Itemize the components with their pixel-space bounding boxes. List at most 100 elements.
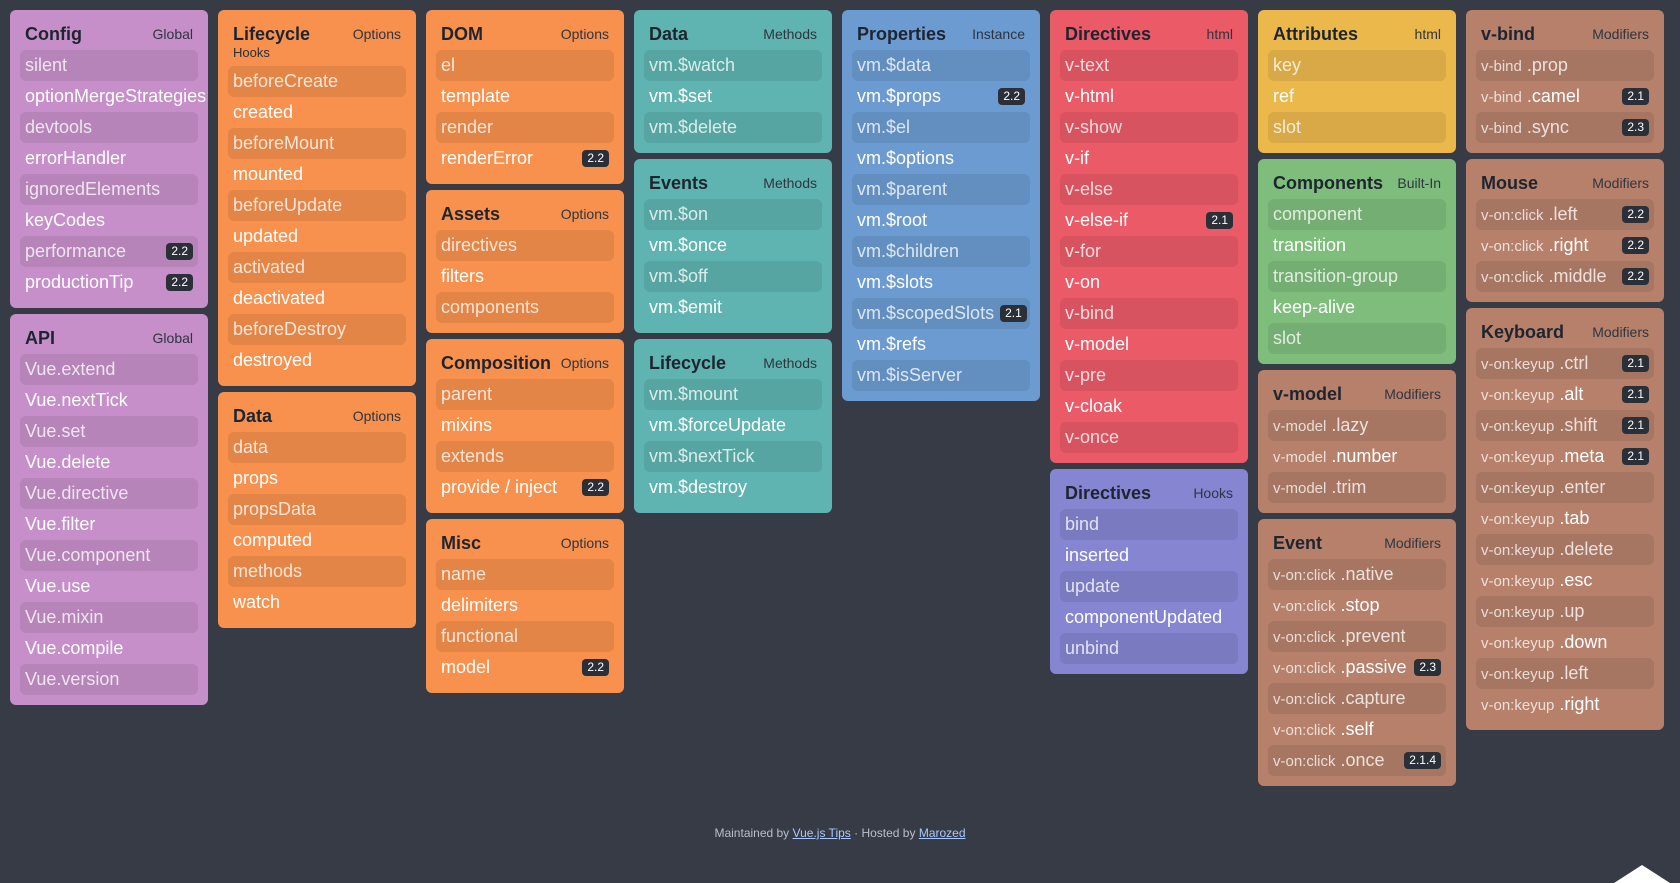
item-v-on-keyup-delete[interactable]: v-on:keyup .delete [1476, 534, 1654, 565]
item-v-on-keyup-down[interactable]: v-on:keyup .down [1476, 627, 1654, 658]
item-v-bind-camel[interactable]: v-bind .camel 2.1 [1476, 81, 1654, 112]
item-beforecreate[interactable]: beforeCreate [228, 66, 406, 97]
item-rendererror[interactable]: renderError 2.2 [436, 143, 614, 174]
item-computed[interactable]: computed [228, 525, 406, 556]
item-vm-emit[interactable]: vm.$emit [644, 292, 822, 323]
item-v-once[interactable]: v-once [1060, 422, 1238, 453]
item-mounted[interactable]: mounted [228, 159, 406, 190]
item-parent[interactable]: parent [436, 379, 614, 410]
item-slot[interactable]: slot [1268, 323, 1446, 354]
item-v-html[interactable]: v-html [1060, 81, 1238, 112]
item-beforedestroy[interactable]: beforeDestroy [228, 314, 406, 345]
item-v-on-keyup-esc[interactable]: v-on:keyup .esc [1476, 565, 1654, 596]
item-keycodes[interactable]: keyCodes [20, 205, 198, 236]
item-v-text[interactable]: v-text [1060, 50, 1238, 81]
item-v-on-keyup-right[interactable]: v-on:keyup .right [1476, 689, 1654, 720]
item-v-cloak[interactable]: v-cloak [1060, 391, 1238, 422]
item-vm-slots[interactable]: vm.$slots [852, 267, 1030, 298]
item-vue-version[interactable]: Vue.version [20, 664, 198, 695]
corner-ribbon-icon[interactable] [1614, 865, 1670, 883]
item-vm-el[interactable]: vm.$el [852, 112, 1030, 143]
item-model[interactable]: model 2.2 [436, 652, 614, 683]
item-propsdata[interactable]: propsData [228, 494, 406, 525]
item-vm-destroy[interactable]: vm.$destroy [644, 472, 822, 503]
item-slot[interactable]: slot [1268, 112, 1446, 143]
item-vue-delete[interactable]: Vue.delete [20, 447, 198, 478]
item-vm-on[interactable]: vm.$on [644, 199, 822, 230]
item-errorhandler[interactable]: errorHandler [20, 143, 198, 174]
item-data[interactable]: data [228, 432, 406, 463]
item-v-model-lazy[interactable]: v-model .lazy [1268, 410, 1446, 441]
item-vm-options[interactable]: vm.$options [852, 143, 1030, 174]
item-v-on-click-stop[interactable]: v-on:click .stop [1268, 590, 1446, 621]
item-v-bind-sync[interactable]: v-bind .sync 2.3 [1476, 112, 1654, 143]
item-v-on-click-self[interactable]: v-on:click .self [1268, 714, 1446, 745]
item-vm-children[interactable]: vm.$children [852, 236, 1030, 267]
item-v-on-click-native[interactable]: v-on:click .native [1268, 559, 1446, 590]
item-vm-props[interactable]: vm.$props 2.2 [852, 81, 1030, 112]
item-v-on-click-capture[interactable]: v-on:click .capture [1268, 683, 1446, 714]
item-v-else[interactable]: v-else [1060, 174, 1238, 205]
item-provide-inject[interactable]: provide / inject 2.2 [436, 472, 614, 503]
item-v-on-keyup-left[interactable]: v-on:keyup .left [1476, 658, 1654, 689]
item-vue-compile[interactable]: Vue.compile [20, 633, 198, 664]
item-ignoredelements[interactable]: ignoredElements [20, 174, 198, 205]
item-delimiters[interactable]: delimiters [436, 590, 614, 621]
item-v-on-keyup-shift[interactable]: v-on:keyup .shift 2.1 [1476, 410, 1654, 441]
item-filters[interactable]: filters [436, 261, 614, 292]
item-v-on-keyup-ctrl[interactable]: v-on:keyup .ctrl 2.1 [1476, 348, 1654, 379]
item-vm-set[interactable]: vm.$set [644, 81, 822, 112]
item-updated[interactable]: updated [228, 221, 406, 252]
item-v-bind-prop[interactable]: v-bind .prop [1476, 50, 1654, 81]
item-vm-watch[interactable]: vm.$watch [644, 50, 822, 81]
item-component[interactable]: component [1268, 199, 1446, 230]
item-v-on-keyup-alt[interactable]: v-on:keyup .alt 2.1 [1476, 379, 1654, 410]
item-directives[interactable]: directives [436, 230, 614, 261]
item-vm-once[interactable]: vm.$once [644, 230, 822, 261]
item-extends[interactable]: extends [436, 441, 614, 472]
item-v-on-click-passive[interactable]: v-on:click .passive 2.3 [1268, 652, 1446, 683]
item-vm-delete[interactable]: vm.$delete [644, 112, 822, 143]
item-watch[interactable]: watch [228, 587, 406, 618]
item-productiontip[interactable]: productionTip 2.2 [20, 267, 198, 298]
item-key[interactable]: key [1268, 50, 1446, 81]
item-v-else-if[interactable]: v-else-if 2.1 [1060, 205, 1238, 236]
item-vm-nexttick[interactable]: vm.$nextTick [644, 441, 822, 472]
item-vue-mixin[interactable]: Vue.mixin [20, 602, 198, 633]
item-ref[interactable]: ref [1268, 81, 1446, 112]
item-devtools[interactable]: devtools [20, 112, 198, 143]
item-render[interactable]: render [436, 112, 614, 143]
item-update[interactable]: update [1060, 571, 1238, 602]
item-vue-directive[interactable]: Vue.directive [20, 478, 198, 509]
footer-host-link[interactable]: Marozed [918, 826, 966, 840]
footer-maintainer-link[interactable]: Vue.js Tips [792, 826, 851, 840]
item-v-pre[interactable]: v-pre [1060, 360, 1238, 391]
item-vm-forceupdate[interactable]: vm.$forceUpdate [644, 410, 822, 441]
item-methods[interactable]: methods [228, 556, 406, 587]
item-deactivated[interactable]: deactivated [228, 283, 406, 314]
item-vm-isserver[interactable]: vm.$isServer [852, 360, 1030, 391]
item-vm-off[interactable]: vm.$off [644, 261, 822, 292]
item-v-on[interactable]: v-on [1060, 267, 1238, 298]
item-created[interactable]: created [228, 97, 406, 128]
item-vue-nexttick[interactable]: Vue.nextTick [20, 385, 198, 416]
item-v-for[interactable]: v-for [1060, 236, 1238, 267]
item-vm-parent[interactable]: vm.$parent [852, 174, 1030, 205]
item-beforeupdate[interactable]: beforeUpdate [228, 190, 406, 221]
item-vue-filter[interactable]: Vue.filter [20, 509, 198, 540]
item-v-on-keyup-tab[interactable]: v-on:keyup .tab [1476, 503, 1654, 534]
item-v-on-click-once[interactable]: v-on:click .once 2.1.4 [1268, 745, 1446, 776]
item-keep-alive[interactable]: keep-alive [1268, 292, 1446, 323]
item-v-model-trim[interactable]: v-model .trim [1268, 472, 1446, 503]
item-vm-scopedslots[interactable]: vm.$scopedSlots 2.1 [852, 298, 1030, 329]
item-v-model[interactable]: v-model [1060, 329, 1238, 360]
item-destroyed[interactable]: destroyed [228, 345, 406, 376]
item-optionmergestrategies[interactable]: optionMergeStrategies [20, 81, 206, 112]
item-bind[interactable]: bind [1060, 509, 1238, 540]
item-unbind[interactable]: unbind [1060, 633, 1238, 664]
item-v-bind[interactable]: v-bind [1060, 298, 1238, 329]
item-v-on-click-middle[interactable]: v-on:click .middle 2.2 [1476, 261, 1654, 292]
item-name[interactable]: name [436, 559, 614, 590]
item-silent[interactable]: silent [20, 50, 198, 81]
item-transition-group[interactable]: transition-group [1268, 261, 1446, 292]
